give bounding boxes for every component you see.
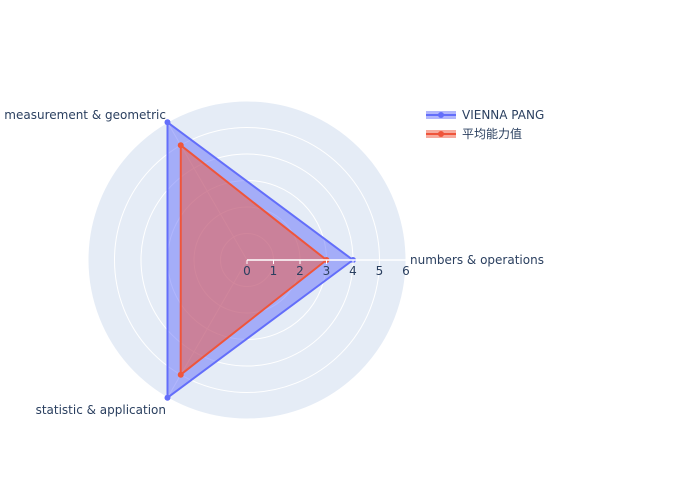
angular-axis-label: statistic & application xyxy=(36,403,166,417)
angular-axis-label: measurement & geometric xyxy=(4,108,166,122)
radial-tick-label: 1 xyxy=(270,264,278,278)
radial-tick-label: 5 xyxy=(376,264,384,278)
radial-tick-label: 6 xyxy=(402,264,410,278)
legend-item[interactable]: VIENNA PANG xyxy=(426,108,544,122)
radial-tick-label: 4 xyxy=(349,264,357,278)
legend-label: VIENNA PANG xyxy=(462,108,544,122)
radial-tick-label: 3 xyxy=(323,264,331,278)
radial-tick-label: 0 xyxy=(243,264,251,278)
legend-marker xyxy=(438,112,444,118)
angular-axis-label: numbers & operations xyxy=(410,253,544,267)
series-point[interactable] xyxy=(164,119,171,126)
legend-item[interactable]: 平均能力值 xyxy=(426,126,522,141)
legend-marker xyxy=(438,131,444,137)
legend: VIENNA PANG 平均能力值 xyxy=(426,108,544,141)
series-point[interactable] xyxy=(177,371,184,378)
legend-label: 平均能力值 xyxy=(462,126,522,141)
radial-tick-label: 2 xyxy=(296,264,304,278)
series-point[interactable] xyxy=(164,394,171,401)
series-point[interactable] xyxy=(177,142,184,149)
